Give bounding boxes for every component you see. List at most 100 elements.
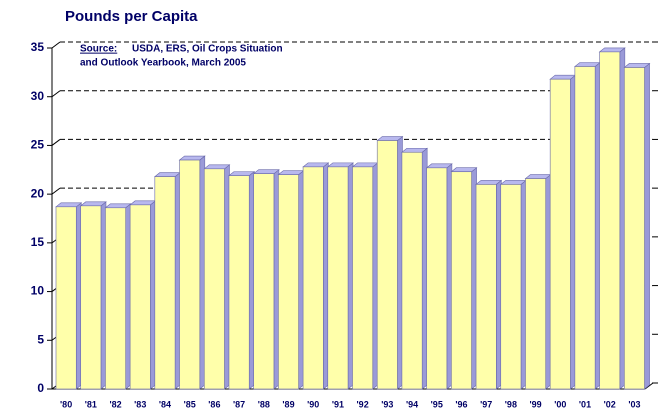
x-tick-label: '03 <box>628 399 640 409</box>
y-tick-label: 0 <box>37 381 44 395</box>
bar <box>524 173 552 390</box>
x-tick-label: '84 <box>159 399 171 409</box>
bar <box>178 155 206 390</box>
y-tick-label: 35 <box>31 40 45 54</box>
bar-front <box>129 204 151 390</box>
x-tick-label: '93 <box>381 399 393 409</box>
bar-front <box>475 184 497 390</box>
y-tick-label: 20 <box>31 186 45 200</box>
bar <box>228 171 256 390</box>
bar-front <box>376 140 398 390</box>
bar <box>425 163 453 390</box>
source-label: Source: <box>80 44 117 55</box>
bar <box>623 62 651 390</box>
bar-front <box>451 171 472 390</box>
bar-front <box>599 51 621 390</box>
x-tick-label: '81 <box>85 399 97 409</box>
bar <box>499 179 527 390</box>
bar-front <box>55 206 77 390</box>
bar-front <box>426 167 448 390</box>
x-tick-label: '94 <box>406 399 418 409</box>
bar-front <box>500 184 522 390</box>
chart-title: Pounds per Capita <box>65 8 198 25</box>
x-tick-label: '99 <box>530 399 542 409</box>
y-tick-label: 30 <box>31 89 45 103</box>
bar <box>55 202 83 390</box>
x-tick-label: '88 <box>258 399 270 409</box>
x-tick-label: '87 <box>233 399 245 409</box>
bar-front <box>203 168 225 390</box>
x-tick-label: '89 <box>282 399 294 409</box>
x-tick-label: '82 <box>109 399 121 409</box>
bar-front <box>623 67 645 390</box>
bar-front <box>179 159 201 390</box>
bar <box>598 47 626 390</box>
x-tick-label: '83 <box>134 399 146 409</box>
bar-front <box>327 166 349 390</box>
bar <box>401 147 429 390</box>
grid-line <box>51 187 61 195</box>
bar-top <box>598 47 626 53</box>
bar-top <box>79 201 107 207</box>
bar-top <box>623 63 651 68</box>
bar <box>549 74 577 390</box>
bar <box>351 162 379 390</box>
grid-line <box>51 139 61 146</box>
bar <box>475 179 503 390</box>
bar-top <box>499 180 527 185</box>
x-tick-label: '02 <box>604 399 616 409</box>
x-tick-label: '85 <box>184 399 196 409</box>
bar-top <box>450 167 478 173</box>
bar <box>79 201 107 390</box>
x-tick-label: '00 <box>554 399 566 409</box>
y-tick-label: 5 <box>37 332 44 346</box>
x-tick-label: '91 <box>332 399 344 409</box>
bar-top <box>574 62 601 67</box>
bar-top <box>475 180 503 185</box>
bar <box>574 61 601 390</box>
bar <box>252 169 280 390</box>
bar-top <box>55 202 83 208</box>
bar <box>104 203 132 390</box>
x-tick-label: '01 <box>579 399 591 409</box>
grid-line <box>51 41 61 49</box>
y-tick-label: 10 <box>31 284 45 298</box>
bar-front <box>525 178 547 390</box>
axis-line <box>644 382 654 390</box>
grid-line <box>51 90 61 98</box>
y-tick-label: 25 <box>31 138 45 152</box>
x-tick-label: '96 <box>455 399 467 409</box>
bar-top <box>425 163 453 169</box>
bar-front <box>278 174 299 390</box>
bar-top <box>178 155 206 161</box>
bar-top <box>252 169 280 174</box>
x-tick-label: '97 <box>480 399 492 409</box>
bar <box>153 171 181 390</box>
source-text: and Outlook Yearbook, March 2005 <box>80 58 246 69</box>
bar-top <box>129 200 157 206</box>
bar-top <box>351 162 379 168</box>
bar-top <box>524 174 552 179</box>
bar-front <box>302 166 324 390</box>
bar <box>302 162 330 390</box>
bar-front <box>154 176 176 390</box>
bar-front <box>401 151 423 390</box>
bar-top <box>549 74 577 80</box>
bar <box>203 164 231 390</box>
bar <box>326 162 354 390</box>
bar-top <box>401 147 429 153</box>
bar-top <box>228 171 256 176</box>
x-tick-label: '86 <box>208 399 220 409</box>
bar-top <box>302 162 330 168</box>
bar-top <box>203 164 231 170</box>
x-tick-label: '95 <box>431 399 443 409</box>
bar-top <box>326 162 354 168</box>
x-tick-label: '92 <box>357 399 369 409</box>
bar <box>450 167 478 390</box>
x-tick-label: '80 <box>60 399 72 409</box>
bar-front <box>574 66 596 390</box>
bar-top <box>153 172 181 177</box>
bar <box>129 200 157 390</box>
bar-top <box>104 203 132 209</box>
